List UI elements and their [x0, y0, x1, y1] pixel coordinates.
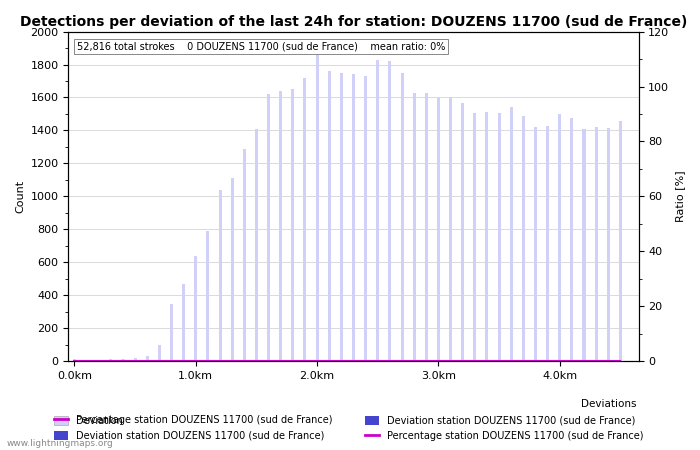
Bar [195, 256, 197, 361]
Bar [134, 358, 136, 361]
Bar [498, 113, 500, 361]
Bar [510, 108, 512, 361]
Bar [206, 231, 209, 361]
Bar [534, 127, 537, 361]
Bar [182, 284, 186, 361]
Y-axis label: Count: Count [15, 180, 25, 213]
Bar [316, 53, 318, 361]
Text: www.lightningmaps.org: www.lightningmaps.org [7, 439, 113, 448]
Bar [255, 129, 258, 361]
Bar [146, 356, 149, 361]
Bar [485, 112, 489, 361]
Bar [449, 98, 452, 361]
Title: Detections per deviation of the last 24h for station: DOUZENS 11700 (sud de Fran: Detections per deviation of the last 24h… [20, 15, 687, 29]
Bar [304, 78, 307, 361]
Bar [218, 190, 222, 361]
Bar [279, 91, 282, 361]
Bar [594, 127, 598, 361]
Y-axis label: Ratio [%]: Ratio [%] [675, 171, 685, 222]
Bar [389, 61, 391, 361]
Bar [376, 59, 379, 361]
Bar [582, 129, 585, 361]
Bar [170, 304, 173, 361]
Text: Deviations: Deviations [582, 399, 637, 409]
Text: 52,816 total strokes    0 DOUZENS 11700 (sud de France)    mean ratio: 0%: 52,816 total strokes 0 DOUZENS 11700 (su… [77, 41, 445, 51]
Bar [412, 93, 416, 361]
Bar [328, 71, 331, 361]
Bar [522, 117, 525, 361]
Bar [607, 128, 610, 361]
Bar [570, 118, 573, 361]
Bar [558, 114, 561, 361]
Bar [364, 76, 367, 361]
Bar [243, 148, 246, 361]
Bar [425, 93, 428, 361]
Bar [97, 360, 100, 361]
Bar [109, 359, 113, 361]
Bar [461, 103, 464, 361]
Bar [122, 359, 125, 361]
Bar [158, 345, 161, 361]
Bar [352, 74, 355, 361]
Bar [267, 94, 270, 361]
Bar [291, 89, 295, 361]
Legend: Percentage station DOUZENS 11700 (sud de France): Percentage station DOUZENS 11700 (sud de… [54, 415, 332, 425]
Bar [85, 360, 88, 361]
Bar [73, 359, 76, 361]
Bar [619, 121, 622, 361]
Bar [546, 126, 549, 361]
Bar [473, 113, 476, 361]
Legend: Deviation, Deviation station DOUZENS 11700 (sud de France): Deviation, Deviation station DOUZENS 117… [54, 416, 325, 441]
Bar [340, 73, 343, 361]
Bar [400, 73, 403, 361]
Bar [437, 98, 440, 361]
Legend: Deviation station DOUZENS 11700 (sud de France), Percentage station DOUZENS 1170: Deviation station DOUZENS 11700 (sud de … [365, 416, 643, 441]
Bar [231, 178, 234, 361]
